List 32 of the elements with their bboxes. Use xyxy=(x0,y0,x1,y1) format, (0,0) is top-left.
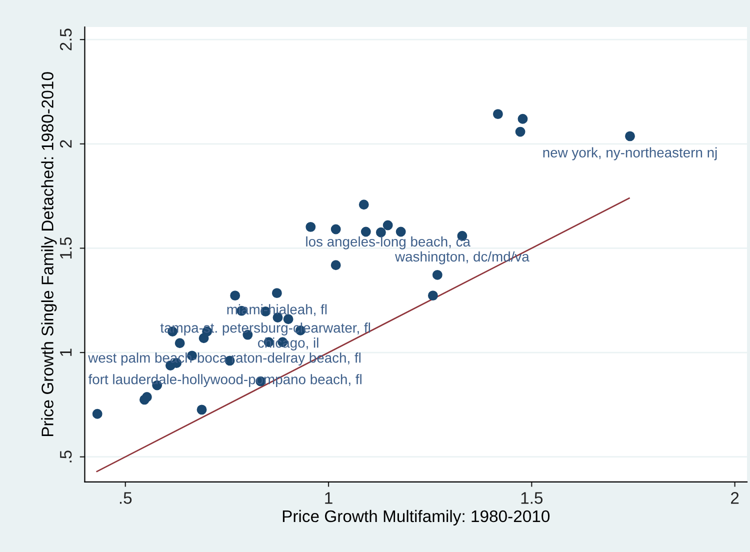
x-axis-title: Price Growth Multifamily: 1980-2010 xyxy=(282,510,550,526)
y-tick-label: 2 xyxy=(60,140,72,148)
point xyxy=(330,224,341,234)
annotation: los angeles-long beach, ca xyxy=(306,236,470,250)
y-axis-title: Price Growth Single Family Detached: 1980-2010 xyxy=(41,72,57,436)
point xyxy=(625,131,635,142)
annotation: new york, ny-northeastern nj xyxy=(543,147,717,160)
point xyxy=(518,114,528,124)
point xyxy=(230,290,240,301)
point xyxy=(174,338,185,348)
point xyxy=(515,126,526,137)
y-tick-label: 2.5 xyxy=(60,28,72,50)
x-tick-label: 1 xyxy=(325,492,332,504)
y-tick-label: 1 xyxy=(60,348,72,356)
y-tick-label: 1.5 xyxy=(60,237,72,259)
x-tick-label: 2 xyxy=(731,492,739,504)
point xyxy=(142,392,152,402)
point xyxy=(382,220,393,230)
point xyxy=(306,222,316,232)
point xyxy=(92,408,102,419)
point xyxy=(272,288,282,298)
point xyxy=(492,109,503,120)
x-tick-label: .5 xyxy=(120,492,132,504)
point xyxy=(360,226,371,237)
point xyxy=(432,270,442,280)
point xyxy=(428,290,438,301)
point xyxy=(358,200,369,210)
y-tick-label: .5 xyxy=(60,450,72,462)
point xyxy=(396,226,406,237)
point xyxy=(330,260,341,270)
x-tick-label: 1.5 xyxy=(521,492,543,504)
point xyxy=(196,404,207,415)
